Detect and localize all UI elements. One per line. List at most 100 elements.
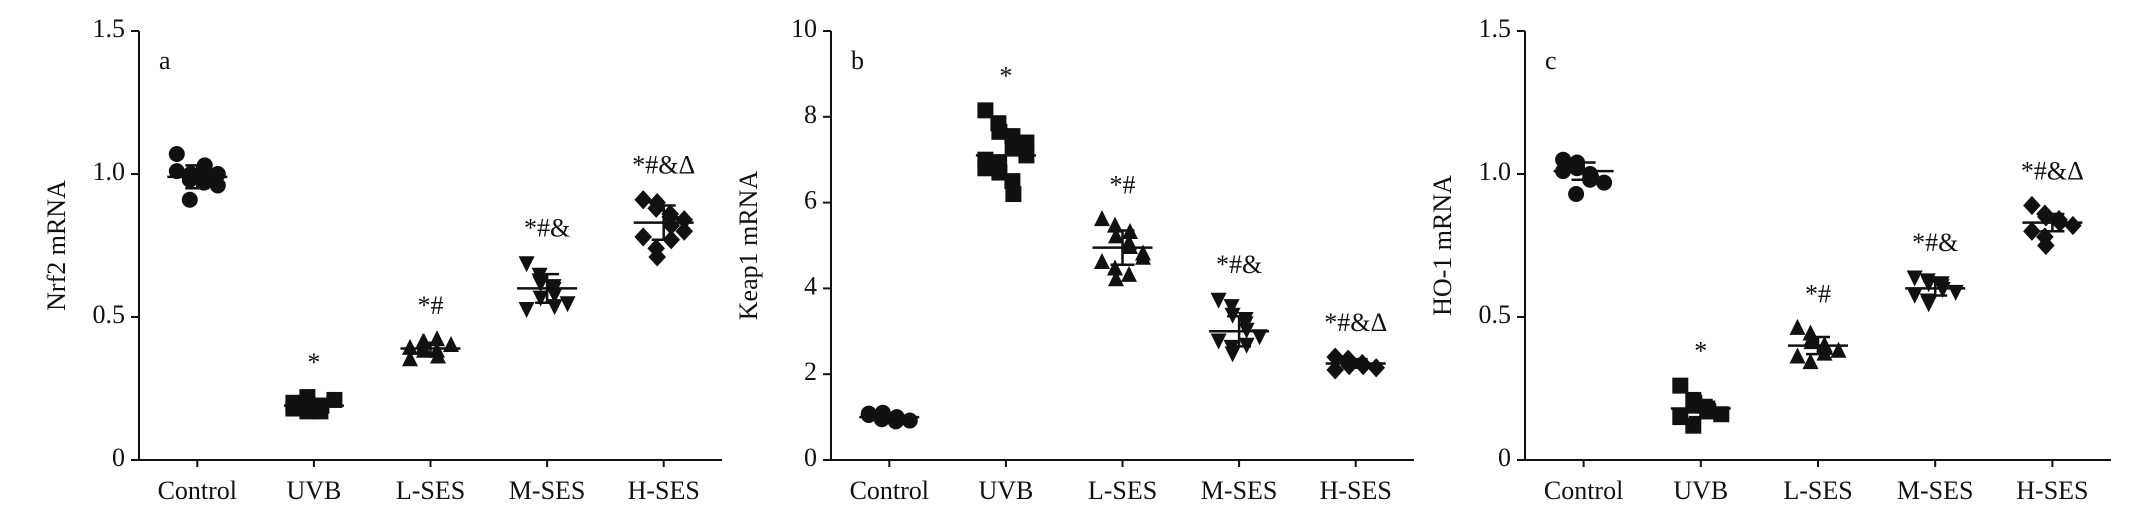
point <box>1367 358 1385 378</box>
point <box>559 296 576 313</box>
y-tick-label: 6 <box>804 186 817 215</box>
y-tick-label: 1.0 <box>1479 157 1512 186</box>
point <box>1210 292 1227 309</box>
point <box>2064 215 2082 236</box>
y-tick-label: 0 <box>1498 443 1511 472</box>
point <box>1005 186 1022 203</box>
point <box>1568 186 1585 203</box>
point <box>209 177 226 194</box>
point <box>518 302 535 319</box>
point <box>1906 270 1923 287</box>
point <box>1326 347 1344 367</box>
point <box>1354 356 1372 376</box>
y-tick-label: 2 <box>804 357 817 386</box>
point <box>1340 356 1358 376</box>
point <box>1920 296 1937 313</box>
point <box>1555 151 1572 168</box>
y-tick-label: 0.5 <box>1479 300 1512 329</box>
point <box>1005 138 1022 155</box>
point <box>1789 318 1806 335</box>
point <box>634 227 652 247</box>
point <box>209 166 226 182</box>
significance-label: * <box>1694 337 1707 366</box>
point <box>1789 347 1806 364</box>
point <box>662 215 680 236</box>
point <box>1223 299 1240 316</box>
x-tick-label: M-SES <box>1201 476 1278 505</box>
x-tick-label: L-SES <box>396 476 465 505</box>
x-tick-label: H-SES <box>2016 476 2088 505</box>
point <box>1224 346 1241 363</box>
point <box>168 145 185 162</box>
point <box>1830 341 1847 358</box>
x-tick-label: L-SES <box>1088 476 1157 505</box>
significance-label: *# <box>1805 279 1831 308</box>
point <box>402 350 418 367</box>
significance-label: *# <box>1110 171 1136 200</box>
x-tick-label: UVB <box>978 476 1033 505</box>
significance-label: *#&Δ <box>2021 156 2084 185</box>
point <box>634 190 652 210</box>
point <box>326 391 343 408</box>
point <box>2023 221 2041 241</box>
panel-label: a <box>159 46 171 75</box>
significance-label: *#& <box>524 214 570 243</box>
point <box>977 102 994 119</box>
point <box>1672 409 1689 426</box>
y-tick-label: 8 <box>804 100 817 129</box>
point <box>1326 360 1344 380</box>
point <box>1108 270 1124 287</box>
point <box>675 221 693 241</box>
point <box>545 279 562 296</box>
point <box>1122 238 1138 255</box>
point <box>1135 248 1151 265</box>
y-tick-label: 1.5 <box>93 14 126 43</box>
point <box>648 193 666 213</box>
point <box>1210 333 1227 350</box>
point <box>402 338 418 355</box>
x-tick-label: Control <box>850 476 929 505</box>
point <box>181 191 198 208</box>
significance-label: * <box>999 61 1012 90</box>
point <box>1251 329 1268 346</box>
y-tick-label: 4 <box>804 271 817 300</box>
point <box>518 256 535 273</box>
point <box>2037 235 2055 256</box>
point <box>1107 259 1123 276</box>
significance-label: *#&Δ <box>632 151 695 180</box>
panel-label: b <box>851 46 864 75</box>
point <box>531 273 548 290</box>
point <box>1685 417 1702 434</box>
y-tick-label: 0 <box>804 443 817 472</box>
x-tick-label: UVB <box>1673 476 1728 505</box>
point <box>546 287 563 304</box>
x-tick-label: L-SES <box>1783 476 1852 505</box>
point <box>901 412 918 429</box>
y-tick-label: 0.5 <box>93 300 126 329</box>
point <box>1108 227 1124 244</box>
point <box>675 210 693 230</box>
point <box>991 123 1008 140</box>
y-tick-label: 10 <box>791 14 817 43</box>
point <box>2023 195 2041 216</box>
point <box>1596 174 1613 191</box>
significance-label: *#& <box>1912 228 1958 257</box>
point <box>1094 210 1110 227</box>
x-tick-label: H-SES <box>1320 476 1392 505</box>
point <box>1094 253 1110 270</box>
point <box>168 163 185 180</box>
y-tick-label: 1.0 <box>93 157 126 186</box>
panel-label: c <box>1545 46 1557 75</box>
significance-label: *# <box>418 291 444 320</box>
x-tick-label: Control <box>1544 476 1623 505</box>
x-tick-label: H-SES <box>628 476 700 505</box>
point <box>1121 265 1137 282</box>
point <box>1816 344 1833 361</box>
y-tick-label: 1.5 <box>1479 14 1512 43</box>
point <box>1018 134 1035 151</box>
y-axis-title: Keap1 mRNA <box>734 171 763 321</box>
point <box>1906 287 1923 304</box>
point <box>661 204 679 224</box>
point <box>1672 377 1689 394</box>
point <box>1107 216 1123 233</box>
